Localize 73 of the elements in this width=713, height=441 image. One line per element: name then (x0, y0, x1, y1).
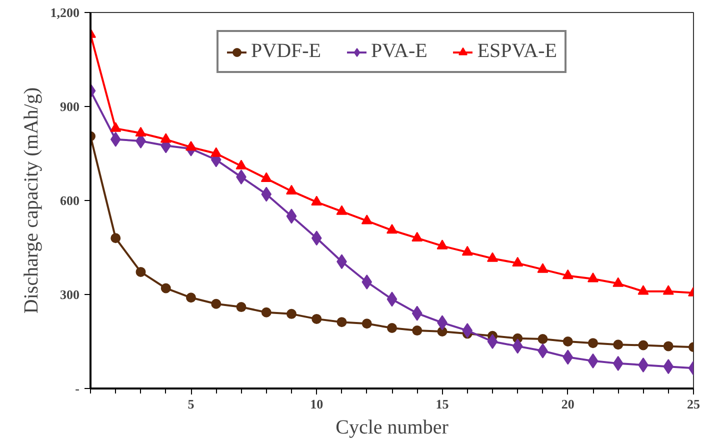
point (612, 277, 624, 287)
x-tick-label: 25 (687, 396, 700, 412)
point (361, 214, 372, 224)
point (236, 302, 246, 312)
point (412, 306, 422, 321)
y-tick-label: 300 (60, 287, 80, 302)
point (487, 252, 498, 262)
point (210, 147, 222, 157)
point (662, 285, 674, 295)
point (160, 133, 172, 143)
point (562, 269, 574, 280)
point (663, 341, 674, 352)
x-axis-title: Cycle number (336, 416, 449, 438)
point (537, 263, 548, 273)
point (663, 359, 674, 374)
x-tick-label: 5 (188, 396, 195, 412)
point (512, 256, 524, 267)
point (436, 240, 448, 250)
point (186, 140, 196, 151)
point (186, 292, 196, 303)
point (136, 266, 146, 277)
point (412, 232, 423, 242)
x-tick-label: 20 (561, 396, 574, 412)
point (110, 233, 121, 244)
point (312, 314, 322, 324)
point (286, 184, 297, 194)
point (588, 272, 598, 282)
point (135, 126, 146, 137)
point (236, 170, 246, 184)
legend-label: ESPVA-E (477, 40, 557, 63)
point (311, 196, 322, 206)
point (562, 336, 573, 346)
point (638, 340, 648, 350)
point (613, 340, 624, 350)
point (588, 353, 598, 368)
point (311, 230, 322, 246)
y-tick-label: 1,200 (50, 5, 80, 20)
point (160, 283, 171, 294)
point (638, 285, 649, 295)
point (462, 246, 473, 256)
point (362, 318, 372, 329)
x-tick-label: 15 (436, 396, 450, 412)
point (211, 298, 222, 309)
point (286, 208, 297, 224)
point (487, 334, 498, 349)
point (362, 274, 372, 290)
point (110, 122, 122, 132)
point (110, 132, 121, 147)
point (538, 334, 548, 344)
x-tick-label: 10 (310, 396, 324, 412)
y-axis-title: Discharge capacity (mAh/g) (20, 87, 42, 314)
point (588, 338, 598, 348)
point (260, 172, 272, 182)
point (261, 186, 272, 202)
y-tick-label: - (75, 381, 80, 396)
point (336, 317, 347, 328)
point (386, 292, 398, 307)
point (412, 326, 422, 336)
point (286, 308, 296, 319)
y-tick-label: 900 (60, 99, 80, 114)
point (562, 350, 574, 365)
point (387, 323, 397, 334)
legend-label: PVA-E (371, 40, 428, 63)
y-tick-label: 600 (60, 193, 80, 208)
point (512, 338, 523, 354)
point (336, 205, 348, 215)
point (638, 358, 648, 372)
point (236, 160, 247, 170)
legend-label: PVDF-E (251, 40, 322, 63)
point (462, 323, 473, 338)
point (261, 307, 272, 318)
point (612, 356, 624, 371)
point (386, 224, 398, 234)
